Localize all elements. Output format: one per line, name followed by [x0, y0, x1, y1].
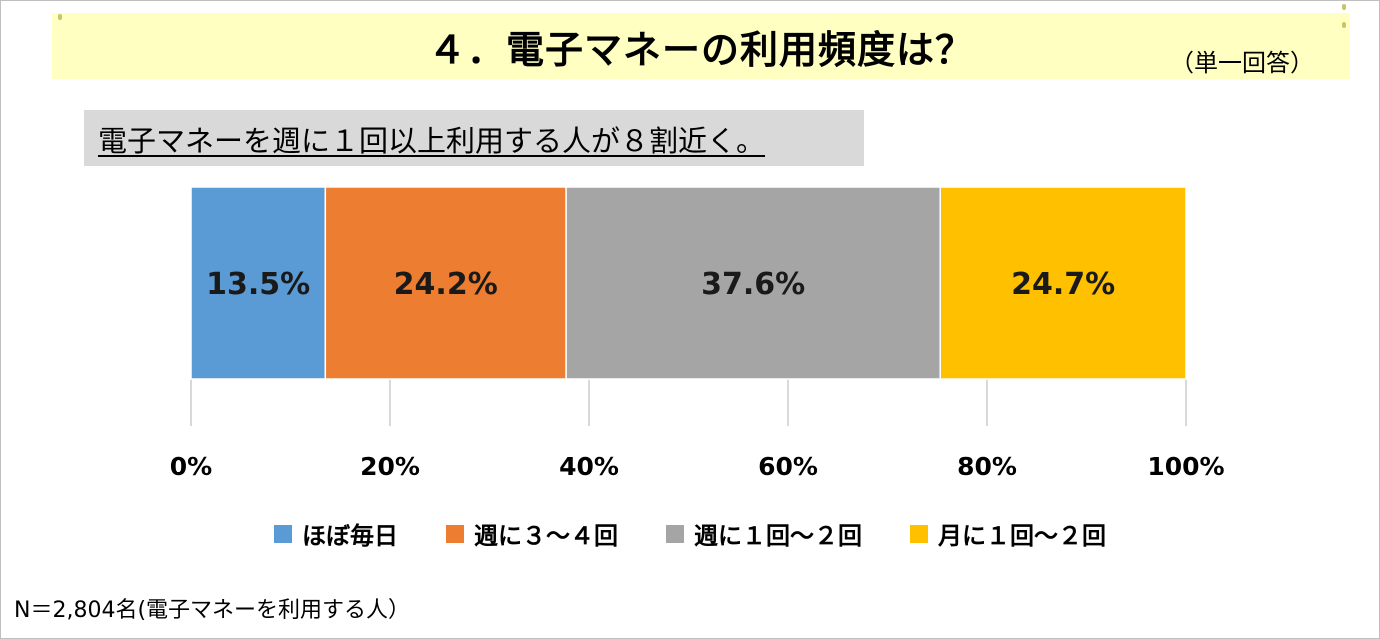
bar-segment — [939, 186, 1187, 380]
sample-size-note: N＝2,804名(電子マネーを利用する人） — [14, 598, 411, 623]
corner-dot — [1342, 22, 1346, 28]
x-tick-label: 0% — [170, 452, 212, 481]
bar-segment — [324, 186, 567, 380]
corner-dot — [1342, 4, 1346, 10]
stacked-bar-chart: 0% 20% 40% 60% 80% 100% 13.5% 24.2% 37.6% 24.7% — [170, 186, 1225, 481]
legend-label: 週に１回～２回 — [694, 522, 862, 550]
data-label: 13.5% — [206, 267, 310, 302]
legend-label: ほぼ毎日 — [302, 522, 398, 550]
legend-item: ほぼ毎日 — [274, 516, 398, 551]
x-tick-label: 80% — [957, 452, 1017, 481]
legend-label: 月に１回～２回 — [938, 522, 1106, 550]
subtitle-box: 電子マネーを週に１回以上利用する人が８割近く。 — [84, 110, 864, 166]
legend-swatch — [274, 524, 292, 543]
legend-swatch — [666, 524, 684, 543]
subtitle-text: 電子マネーを週に１回以上利用する人が８割近く。 — [98, 124, 766, 158]
x-tick-label: 60% — [758, 452, 818, 481]
x-tick-label: 100% — [1147, 452, 1224, 481]
x-tick-label: 40% — [559, 452, 619, 481]
legend-item: 週に１回～２回 — [666, 516, 862, 551]
chart-title: ４．電子マネーの利用頻度は？ — [427, 28, 974, 72]
bar-segment — [190, 186, 327, 380]
data-label: 24.2% — [394, 267, 498, 302]
data-label: 24.7% — [1011, 267, 1115, 302]
legend-swatch — [910, 524, 928, 543]
corner-dot — [58, 14, 62, 20]
data-label: 37.6% — [701, 267, 805, 302]
chart-legend: ほぼ毎日 週に３～４回 週に１回～２回 月に１回～２回 — [0, 516, 1380, 551]
x-tick-label: 20% — [360, 452, 420, 481]
legend-swatch — [446, 524, 464, 543]
answer-type-note: （単一回答） — [1170, 49, 1314, 77]
title-band: ４．電子マネーの利用頻度は？ （単一回答） — [52, 13, 1350, 79]
legend-item: 月に１回～２回 — [910, 516, 1106, 551]
legend-label: 週に３～４回 — [474, 522, 618, 550]
legend-item: 週に３～４回 — [446, 516, 618, 551]
bar-segment — [565, 186, 941, 380]
